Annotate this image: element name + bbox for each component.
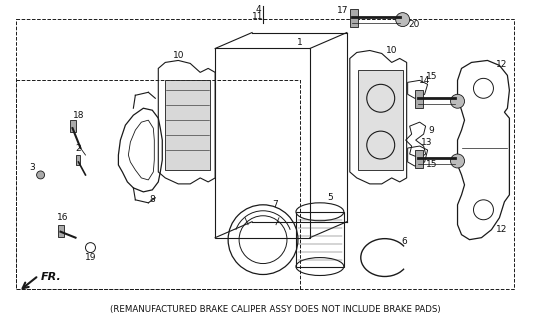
Circle shape bbox=[451, 154, 464, 168]
Bar bbox=[296, 212, 344, 267]
Text: 4: 4 bbox=[255, 5, 261, 14]
Text: 14: 14 bbox=[419, 76, 430, 85]
Text: 15: 15 bbox=[426, 160, 438, 170]
Bar bbox=[70, 120, 76, 132]
Text: 19: 19 bbox=[85, 253, 96, 262]
Text: 16: 16 bbox=[57, 213, 68, 222]
Text: 11: 11 bbox=[253, 12, 264, 21]
Circle shape bbox=[451, 94, 464, 108]
Bar bbox=[414, 150, 423, 168]
Bar bbox=[358, 70, 402, 170]
Bar bbox=[58, 225, 64, 237]
Text: 3: 3 bbox=[30, 164, 36, 172]
Text: 15: 15 bbox=[426, 72, 438, 81]
Text: 8: 8 bbox=[149, 195, 155, 204]
Text: 17: 17 bbox=[337, 6, 349, 15]
Text: 20: 20 bbox=[408, 20, 419, 29]
Text: 6: 6 bbox=[402, 237, 407, 246]
Bar bbox=[76, 155, 81, 165]
Bar bbox=[414, 90, 423, 108]
Circle shape bbox=[37, 171, 44, 179]
Text: 5: 5 bbox=[327, 193, 333, 202]
Text: 10: 10 bbox=[172, 51, 184, 60]
Text: 9: 9 bbox=[429, 126, 434, 135]
Bar bbox=[350, 9, 358, 27]
Text: 10: 10 bbox=[386, 46, 397, 55]
Bar bbox=[16, 80, 300, 289]
Text: 7: 7 bbox=[272, 200, 278, 209]
Text: 2: 2 bbox=[76, 144, 81, 153]
Text: 13: 13 bbox=[421, 138, 433, 147]
Circle shape bbox=[396, 13, 410, 27]
Text: 18: 18 bbox=[73, 111, 84, 120]
Bar bbox=[165, 80, 210, 170]
Text: 12: 12 bbox=[496, 225, 507, 234]
Text: FR.: FR. bbox=[41, 273, 61, 283]
Bar bbox=[16, 19, 514, 289]
Text: 1: 1 bbox=[297, 38, 303, 47]
Text: (REMANUFACTURED BRAKE CALIPER ASSY DOES NOT INCLUDE BRAKE PADS): (REMANUFACTURED BRAKE CALIPER ASSY DOES … bbox=[110, 305, 440, 314]
Text: 12: 12 bbox=[496, 60, 507, 69]
